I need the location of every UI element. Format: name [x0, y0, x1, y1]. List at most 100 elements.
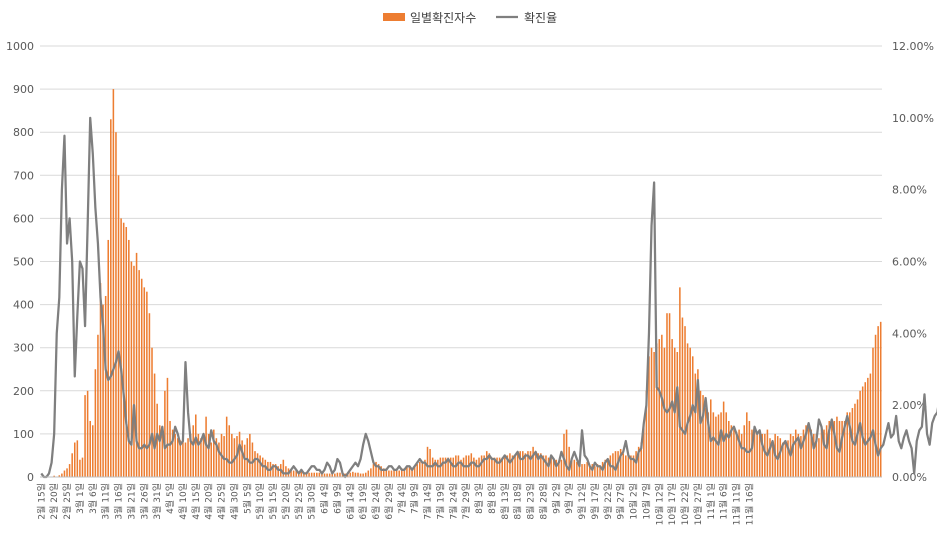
bar: [730, 425, 733, 477]
bar: [249, 433, 251, 477]
bar: [524, 453, 527, 477]
x-tick-label: 8월 28일: [537, 483, 549, 520]
x-tick-label: 7월 24일: [447, 483, 459, 520]
bar: [437, 459, 439, 477]
bar: [135, 252, 138, 477]
bar: [655, 343, 658, 477]
bar: [243, 444, 246, 477]
bar: [570, 457, 573, 477]
bar: [825, 425, 828, 477]
x-tick-label: 4월 30일: [228, 483, 240, 520]
bar: [740, 433, 743, 477]
bar: [254, 451, 256, 477]
bar: [833, 420, 836, 477]
y-left-tick-label: 300: [13, 342, 34, 355]
bar: [424, 459, 426, 477]
bar: [869, 373, 872, 477]
bar: [846, 412, 849, 477]
x-tick-label: 9월 12일: [576, 483, 588, 520]
bar: [491, 457, 493, 477]
bar: [661, 334, 663, 477]
x-tick-label: 8월 3일: [473, 483, 485, 514]
bar: [292, 470, 295, 477]
x-tick-label: 5월 30일: [306, 483, 318, 520]
bar: [470, 453, 473, 477]
bar: [738, 429, 740, 477]
bar: [622, 453, 624, 477]
bar: [758, 429, 761, 477]
bar: [555, 459, 558, 477]
bar: [658, 339, 661, 477]
bar: [787, 440, 789, 477]
bar: [429, 448, 431, 477]
bar: [128, 239, 130, 477]
bar: [401, 468, 403, 477]
y-right-tick-label: 8.00%: [892, 184, 927, 197]
bar: [681, 317, 684, 477]
bar: [728, 420, 730, 477]
bar: [879, 321, 882, 477]
bar: [92, 425, 94, 477]
x-tick-label: 7월 9일: [409, 483, 421, 514]
y-right-tick-label: 12.00%: [892, 40, 934, 53]
bar: [210, 442, 212, 477]
bar: [720, 412, 722, 477]
x-tick-label: 7월 4일: [396, 483, 408, 514]
x-tick-label: 10월 22일: [679, 483, 691, 525]
bar: [594, 466, 596, 477]
bar: [457, 455, 460, 477]
bar: [522, 451, 524, 477]
x-tick-label: 10월 2일: [628, 483, 640, 520]
bar: [712, 412, 715, 477]
bar: [604, 459, 606, 477]
bar: [828, 420, 830, 477]
y-axis-left: 0 100 200 300 400 500 600 700 800 900 1000: [6, 40, 34, 484]
bar: [583, 464, 586, 477]
bar: [316, 472, 318, 477]
bar: [831, 425, 833, 477]
bar: [277, 466, 279, 477]
bar: [650, 347, 653, 477]
y-left-tick-label: 200: [13, 385, 34, 398]
bar: [619, 448, 622, 477]
bar: [313, 472, 315, 477]
y-right-tick-label: 0.00%: [892, 471, 927, 484]
bar: [686, 343, 689, 477]
bar: [550, 457, 552, 477]
bar: [514, 455, 516, 477]
bar: [792, 436, 794, 477]
bar: [187, 438, 189, 477]
bar: [810, 429, 812, 477]
x-tick-label: 6월 24일: [370, 483, 382, 520]
bar: [421, 461, 424, 477]
bar: [733, 429, 735, 477]
bar: [411, 468, 413, 477]
bar: [764, 433, 766, 477]
x-tick-label: 3월 31일: [151, 483, 163, 520]
x-tick-label: 8월 13일: [499, 483, 511, 520]
bar: [207, 433, 210, 477]
bar: [81, 457, 84, 477]
bar: [511, 455, 514, 477]
bar: [408, 466, 411, 477]
bar: [71, 453, 73, 477]
x-tick-label: 3월 21일: [125, 483, 137, 520]
y-left-tick-label: 600: [13, 212, 34, 225]
bar: [676, 352, 679, 477]
bar: [115, 132, 117, 477]
bar: [748, 420, 751, 477]
bar: [771, 442, 774, 477]
bar: [684, 326, 686, 477]
bar: [151, 347, 153, 477]
bar: [323, 473, 326, 477]
bar: [259, 455, 261, 477]
bar: [648, 356, 650, 477]
bar: [61, 473, 63, 477]
x-tick-label: 9월 27일: [615, 483, 627, 520]
bar: [189, 433, 192, 477]
bar: [364, 472, 367, 477]
bar: [200, 438, 202, 477]
y-right-tick-label: 2.00%: [892, 399, 927, 412]
bar: [802, 429, 805, 477]
bar: [176, 438, 179, 477]
